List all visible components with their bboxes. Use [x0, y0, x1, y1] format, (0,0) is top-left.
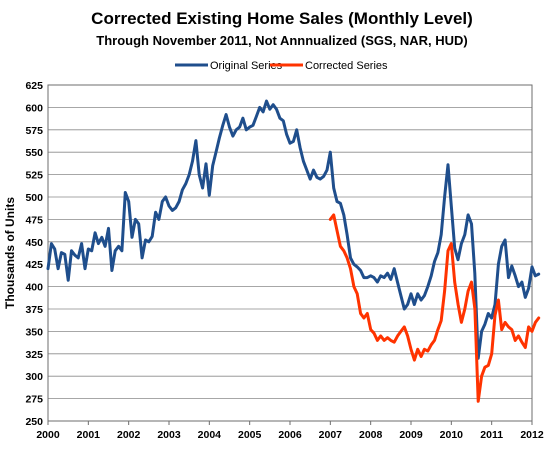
y-tick-label: 375: [25, 304, 43, 316]
x-tick-label: 2002: [117, 429, 141, 441]
y-tick-label: 525: [25, 170, 43, 182]
y-tick-label: 625: [25, 80, 43, 92]
legend: Original Series Corrected Series: [175, 60, 388, 72]
y-tick-label: 325: [25, 349, 43, 361]
x-tick-label: 2011: [480, 429, 503, 441]
y-tick-label: 250: [25, 416, 43, 428]
chart-title: Corrected Existing Home Sales (Monthly L…: [91, 9, 473, 28]
y-tick-label: 400: [25, 282, 43, 294]
x-tick-label: 2009: [399, 429, 423, 441]
x-tick-label: 2010: [440, 429, 464, 441]
chart-subtitle: Through November 2011, Not Annnualized (…: [96, 33, 468, 48]
x-tick-label: 2005: [238, 429, 262, 441]
x-axis-ticks: 2000 2001 2002 2003 2004 2005 2006 2007 2008 2009…: [36, 421, 544, 441]
x-tick-label: 2001: [77, 429, 101, 441]
y-tick-label: 500: [25, 192, 43, 204]
y-tick-label: 425: [25, 259, 43, 271]
y-axis-title: Thousands of Units: [3, 197, 17, 309]
y-axis-ticks: 250 275 300 325 350 375 400 425 450 475 500 525 550 5…: [25, 80, 43, 428]
y-tick-label: 550: [25, 147, 43, 159]
y-tick-label: 275: [25, 394, 43, 406]
y-tick-label: 350: [25, 326, 43, 338]
legend-label-corrected: Corrected Series: [305, 60, 388, 72]
series-line-corrected: [328, 213, 541, 403]
y-tick-label: 575: [25, 125, 43, 137]
y-tick-label: 450: [25, 237, 43, 249]
legend-label-original: Original Series: [210, 60, 283, 72]
x-tick-label: 2003: [157, 429, 181, 441]
x-tick-label: 2004: [198, 429, 222, 441]
series-line-original: [46, 99, 541, 360]
y-tick-label: 600: [25, 102, 43, 114]
y-tick-label: 475: [25, 214, 43, 226]
series-lines: [46, 99, 541, 403]
x-tick-label: 2000: [36, 429, 60, 441]
y-tick-label: 300: [25, 371, 43, 383]
x-tick-label: 2012: [520, 429, 544, 441]
x-tick-label: 2006: [278, 429, 302, 441]
x-tick-label: 2008: [359, 429, 383, 441]
x-tick-label: 2007: [319, 429, 343, 441]
